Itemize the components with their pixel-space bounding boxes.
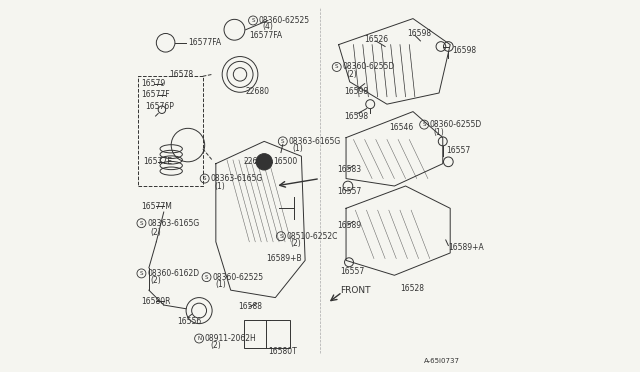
Text: 16588: 16588 bbox=[238, 302, 262, 311]
Text: 16580T: 16580T bbox=[268, 347, 297, 356]
Text: S: S bbox=[422, 122, 426, 127]
Text: 16598: 16598 bbox=[344, 87, 368, 96]
Text: (2): (2) bbox=[211, 341, 221, 350]
Circle shape bbox=[256, 154, 273, 170]
Text: 16577F: 16577F bbox=[141, 90, 170, 99]
Text: 16557: 16557 bbox=[337, 187, 361, 196]
Text: (1): (1) bbox=[214, 182, 225, 190]
Text: 08363-6165G: 08363-6165G bbox=[147, 219, 199, 228]
Text: 08510-6252C: 08510-6252C bbox=[287, 232, 338, 241]
Text: FRONT: FRONT bbox=[340, 286, 371, 295]
Text: 16500: 16500 bbox=[273, 157, 298, 166]
Text: N: N bbox=[197, 336, 201, 341]
Text: (4): (4) bbox=[262, 22, 273, 31]
Text: (2): (2) bbox=[151, 276, 161, 285]
Text: 16528: 16528 bbox=[400, 284, 424, 293]
Text: (1): (1) bbox=[292, 144, 303, 153]
Text: (2): (2) bbox=[291, 239, 301, 248]
Text: 08911-2062H: 08911-2062H bbox=[205, 334, 257, 343]
Text: 16578: 16578 bbox=[170, 70, 193, 79]
Text: 16557: 16557 bbox=[340, 267, 365, 276]
Text: (1): (1) bbox=[433, 128, 444, 137]
Text: (2): (2) bbox=[346, 70, 356, 79]
Text: 08363-6165G: 08363-6165G bbox=[289, 137, 340, 146]
Bar bbox=[138, 76, 203, 186]
Text: S: S bbox=[279, 234, 283, 239]
Text: 16583: 16583 bbox=[337, 165, 361, 174]
Text: 16598: 16598 bbox=[452, 46, 476, 55]
Text: 16598: 16598 bbox=[408, 29, 431, 38]
Text: A-65i0737: A-65i0737 bbox=[424, 358, 460, 364]
Text: 16557: 16557 bbox=[447, 146, 471, 155]
Text: 08363-6165G: 08363-6165G bbox=[211, 174, 262, 183]
Text: 16577M: 16577M bbox=[141, 202, 172, 211]
Text: 08360-62525: 08360-62525 bbox=[212, 273, 263, 282]
Text: 16576P: 16576P bbox=[145, 102, 174, 110]
Text: S: S bbox=[335, 64, 339, 70]
Text: 16546: 16546 bbox=[389, 123, 413, 132]
Text: 08360-6162D: 08360-6162D bbox=[147, 269, 199, 278]
Text: 08360-62525: 08360-62525 bbox=[259, 16, 310, 25]
Text: S: S bbox=[140, 221, 143, 226]
Text: 16577FA: 16577FA bbox=[250, 31, 282, 40]
Text: (1): (1) bbox=[216, 280, 227, 289]
Text: 16589+B: 16589+B bbox=[266, 254, 301, 263]
Text: 22683: 22683 bbox=[244, 157, 268, 166]
Text: 16589+A: 16589+A bbox=[449, 243, 484, 252]
Text: 16577FA: 16577FA bbox=[188, 38, 221, 47]
Text: 16577E: 16577E bbox=[143, 157, 172, 166]
Text: 16579: 16579 bbox=[141, 79, 166, 88]
Text: 08360-6255D: 08360-6255D bbox=[342, 62, 395, 71]
Text: S: S bbox=[205, 275, 208, 280]
Text: 16580R: 16580R bbox=[141, 297, 171, 306]
Text: 16556: 16556 bbox=[177, 317, 201, 326]
Text: 16598: 16598 bbox=[344, 112, 368, 121]
Text: S: S bbox=[140, 271, 143, 276]
Bar bbox=[244, 320, 291, 348]
Text: S: S bbox=[203, 176, 207, 181]
Text: 16589: 16589 bbox=[337, 221, 361, 230]
Text: S: S bbox=[281, 139, 285, 144]
Text: 22680: 22680 bbox=[246, 87, 269, 96]
Text: (2): (2) bbox=[151, 228, 161, 237]
Text: 08360-6255D: 08360-6255D bbox=[429, 120, 482, 129]
Text: 16526: 16526 bbox=[365, 35, 388, 44]
Text: S: S bbox=[252, 18, 255, 23]
